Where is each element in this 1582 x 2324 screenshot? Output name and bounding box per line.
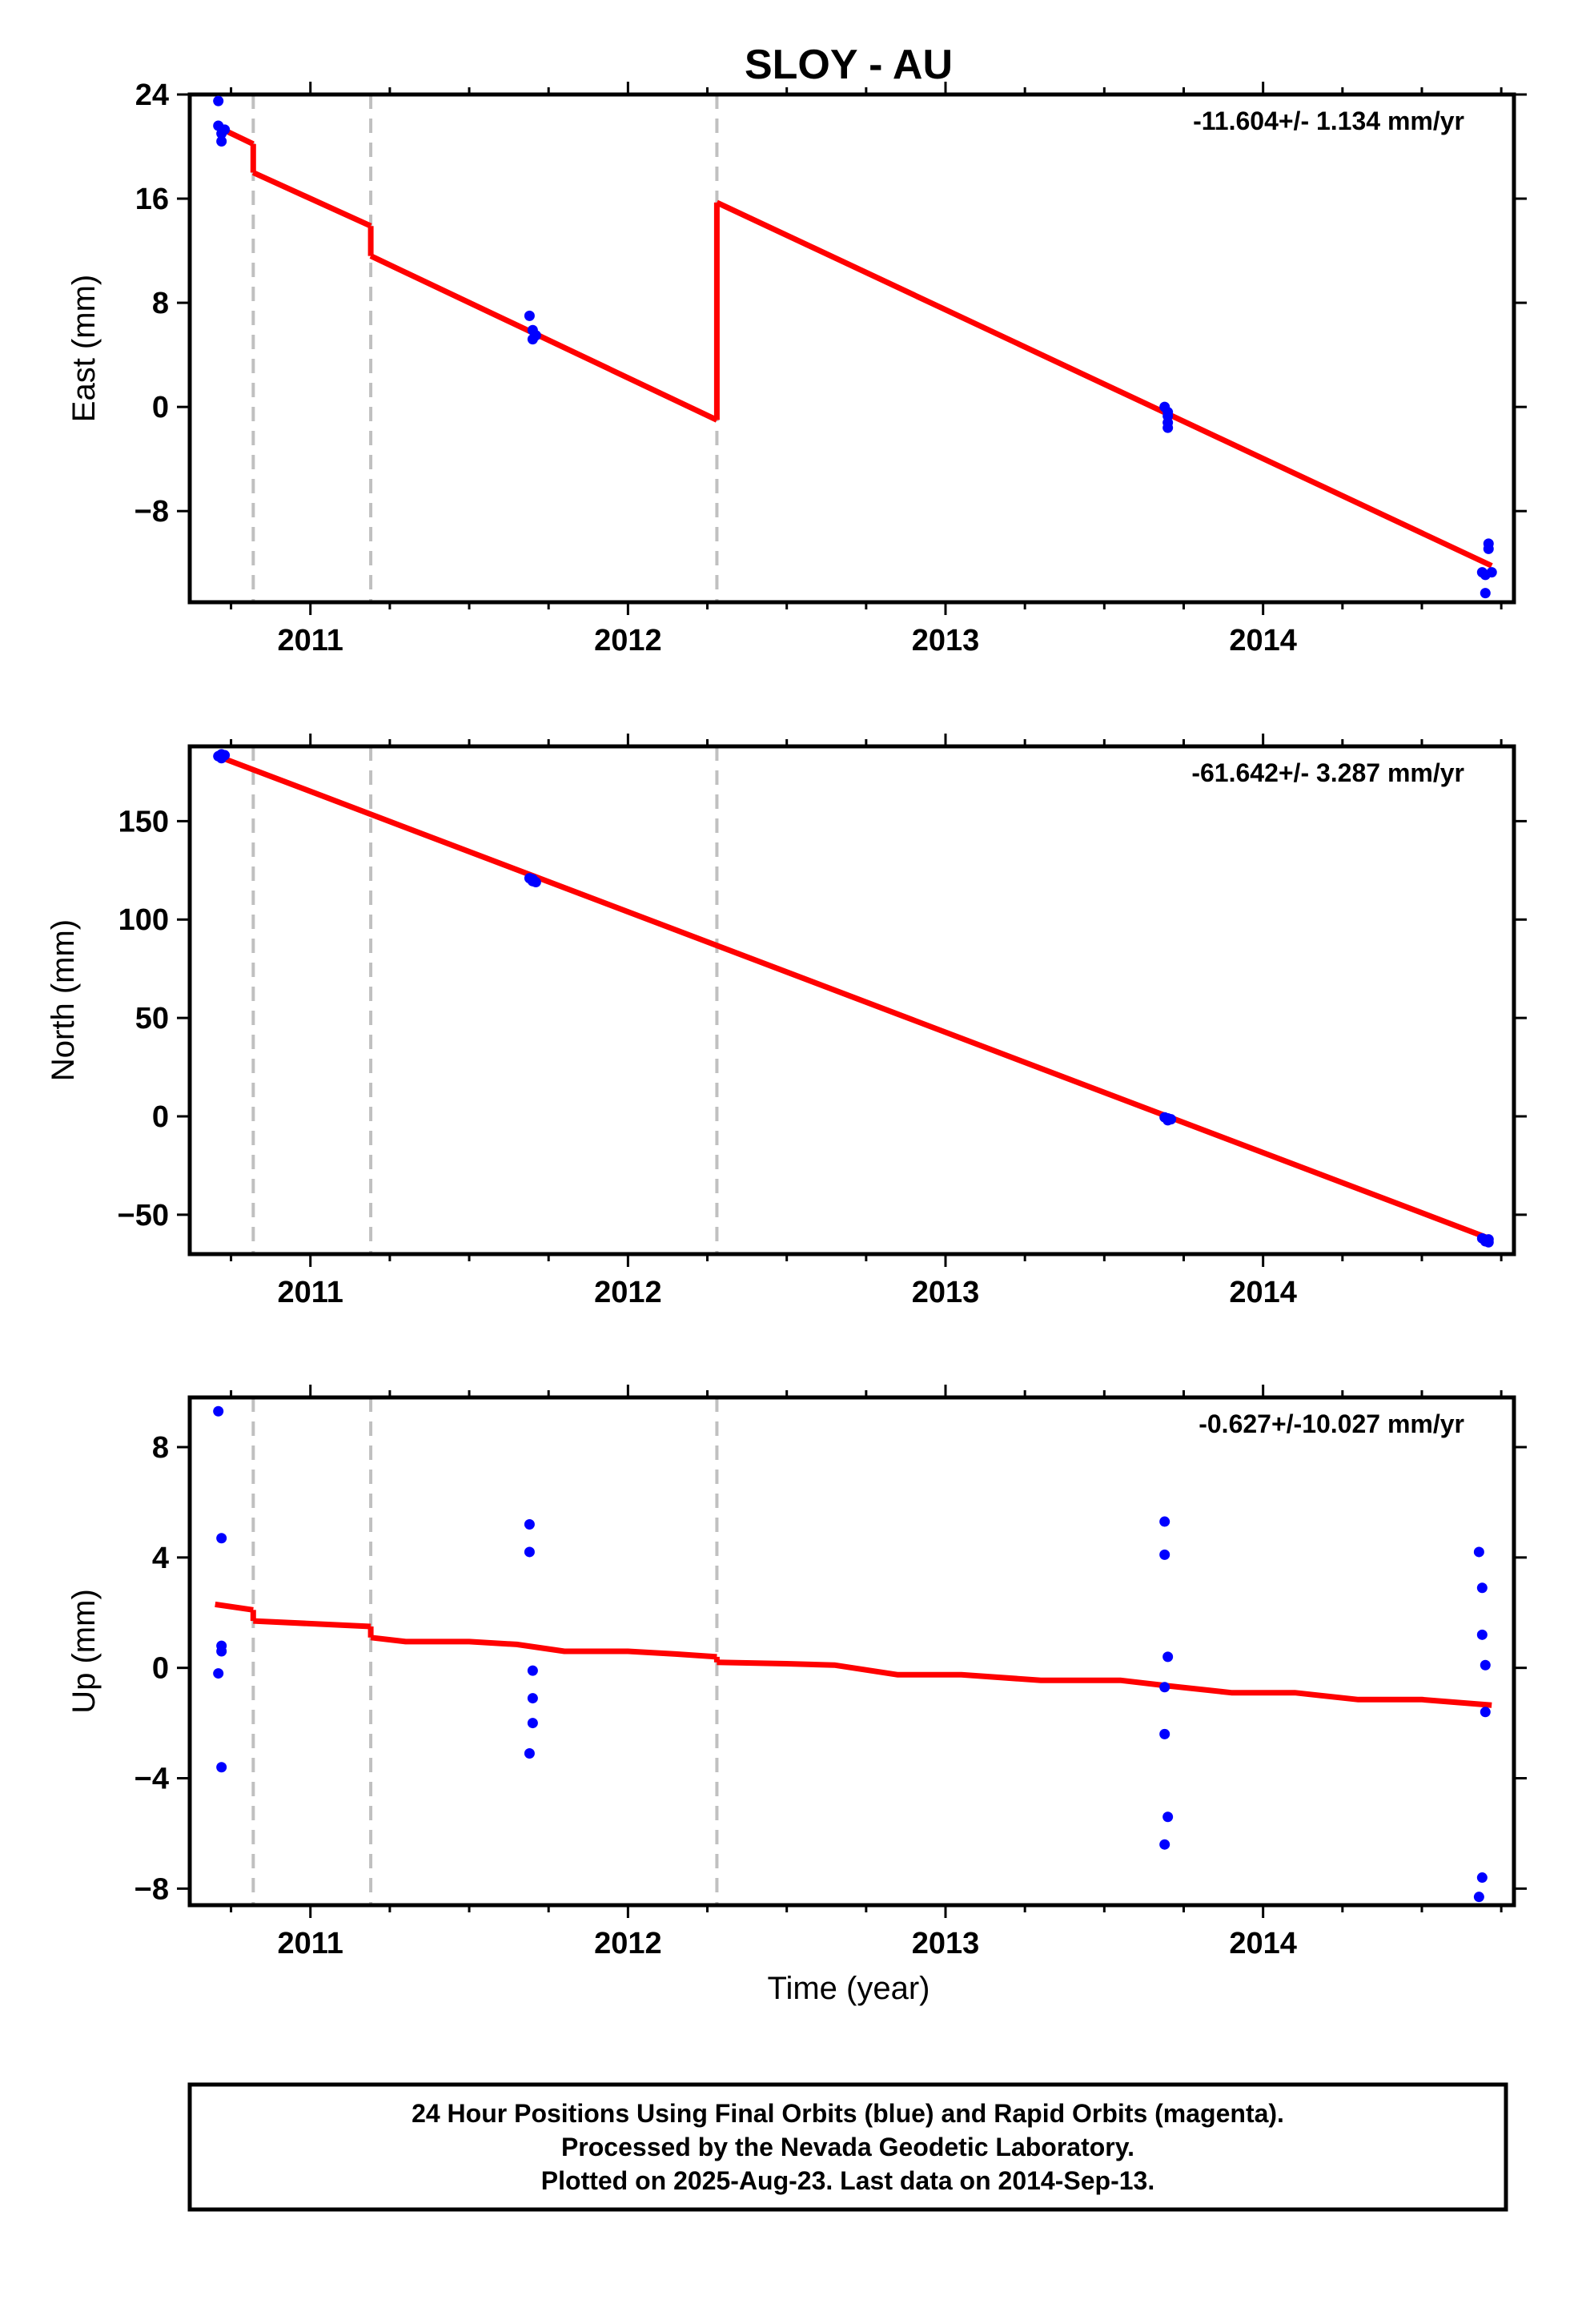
footer-line-3: Plotted on 2025-Aug-23. Last data on 201…	[541, 2166, 1154, 2195]
x-tick-label: 2013	[912, 1927, 980, 1960]
footer-line-2: Processed by the Nevada Geodetic Laborat…	[561, 2133, 1134, 2161]
final-orbit-points	[213, 1405, 1491, 1903]
data-point	[1159, 1549, 1170, 1560]
x-tick-label: 2012	[594, 1276, 662, 1309]
model-fit	[214, 752, 1493, 1242]
model-fit	[215, 1601, 1492, 1708]
data-point	[1473, 1546, 1484, 1558]
data-point	[527, 1665, 538, 1676]
y-tick-label: 0	[152, 1100, 169, 1134]
velocity-label: -0.627+/-10.027 mm/yr	[1199, 1409, 1464, 1438]
x-tick-label: 2012	[594, 624, 662, 657]
y-tick-label: 0	[152, 1652, 169, 1686]
east-panel: 2011 2012 2013 2014 24 16 8 0 −8 East (mm) -11.604…	[66, 78, 1527, 657]
model-line-segment	[717, 1659, 1492, 1708]
model-line-segment	[369, 253, 718, 423]
footer-line-1: 24 Hour Positions Using Final Orbits (bl…	[412, 2099, 1284, 2128]
y-tick-label: 24	[135, 78, 169, 112]
y-tick-label: 8	[152, 1431, 169, 1465]
data-point	[216, 136, 227, 147]
data-point	[213, 95, 224, 107]
data-point	[524, 310, 535, 321]
data-point	[213, 1405, 224, 1417]
chart-title: SLOY - AU	[745, 42, 953, 88]
y-tick-label: −8	[135, 1872, 169, 1906]
data-point	[1166, 1114, 1177, 1125]
x-tick-label: 2013	[912, 1276, 980, 1309]
data-point	[1162, 1651, 1174, 1663]
y-tick-label: −4	[135, 1763, 169, 1796]
data-point	[219, 750, 231, 761]
x-tick-label: 2011	[277, 1927, 343, 1960]
data-point	[219, 124, 231, 135]
y-tick-label: 8	[152, 287, 169, 320]
x-tick-label: 2014	[1229, 1276, 1297, 1309]
velocity-label: -11.604+/- 1.134 mm/yr	[1193, 107, 1464, 135]
plot-frame	[187, 1395, 1516, 1908]
y-tick-label: −8	[135, 495, 169, 529]
model-line-segment	[370, 1634, 717, 1660]
data-point	[1480, 1659, 1491, 1671]
data-point	[1480, 1707, 1491, 1718]
y-axis-label: North (mm)	[46, 919, 81, 1081]
plot-frame	[187, 92, 1516, 605]
data-point	[530, 877, 541, 888]
data-point	[1159, 1516, 1170, 1527]
y-tick-label: 150	[118, 805, 169, 838]
data-point	[216, 1762, 227, 1773]
data-point	[527, 1693, 538, 1704]
y-tick-label: 16	[135, 183, 169, 216]
north-panel: 2011 2012 2013 2014 150 100 50 0 −50 North (mm) -6…	[46, 734, 1527, 1309]
data-point	[216, 1533, 227, 1544]
final-orbit-points	[213, 749, 1494, 1248]
data-point	[1480, 588, 1491, 599]
x-tick-label: 2014	[1229, 624, 1297, 657]
x-tick-label: 2013	[912, 624, 980, 657]
x-tick-label: 2011	[277, 624, 343, 657]
data-point	[1476, 1629, 1488, 1640]
data-point	[527, 1718, 538, 1729]
x-tick-label: 2012	[594, 1927, 662, 1960]
data-point	[1476, 1582, 1488, 1594]
data-point	[213, 1668, 224, 1679]
data-point	[1486, 567, 1497, 578]
y-axis-label: East (mm)	[66, 275, 102, 422]
footer-box	[187, 2082, 1508, 2212]
data-point	[530, 330, 541, 341]
data-point	[1483, 1236, 1494, 1248]
model-fit	[214, 123, 1493, 569]
model-line-segment	[253, 1618, 371, 1630]
y-tick-label: 50	[135, 1002, 169, 1035]
data-point	[1483, 538, 1494, 549]
data-point	[1162, 1811, 1174, 1823]
y-tick-label: 4	[152, 1542, 169, 1575]
y-tick-label: −50	[118, 1199, 169, 1232]
y-tick-label: 0	[152, 391, 169, 424]
data-point	[524, 1747, 535, 1759]
data-point	[1476, 1872, 1488, 1884]
data-point	[1159, 1682, 1170, 1693]
data-point	[216, 1646, 227, 1657]
y-tick-label: 100	[118, 903, 169, 937]
model-line-segment	[715, 199, 1493, 569]
plot-frame	[187, 744, 1516, 1256]
data-point	[524, 1519, 535, 1530]
x-tick-label: 2014	[1229, 1927, 1297, 1960]
final-orbit-points	[213, 95, 1497, 599]
x-axis-label: Time (year)	[768, 1971, 930, 2006]
data-point	[1473, 1892, 1484, 1903]
data-point	[1162, 422, 1174, 433]
x-tick-label: 2011	[277, 1276, 343, 1309]
data-point	[1159, 1839, 1170, 1850]
up-panel: 2011 2012 2013 2014 8 4 0 −4 −8 Up (mm) -0.627+/-1…	[66, 1385, 1527, 1960]
model-line-segment	[214, 752, 1493, 1242]
y-axis-label: Up (mm)	[66, 1589, 102, 1714]
data-point	[1159, 1728, 1170, 1739]
model-line-segment	[215, 1601, 254, 1613]
velocity-label: -61.642+/- 3.287 mm/yr	[1191, 758, 1464, 787]
model-line-segment	[251, 170, 372, 229]
data-point	[524, 1546, 535, 1558]
